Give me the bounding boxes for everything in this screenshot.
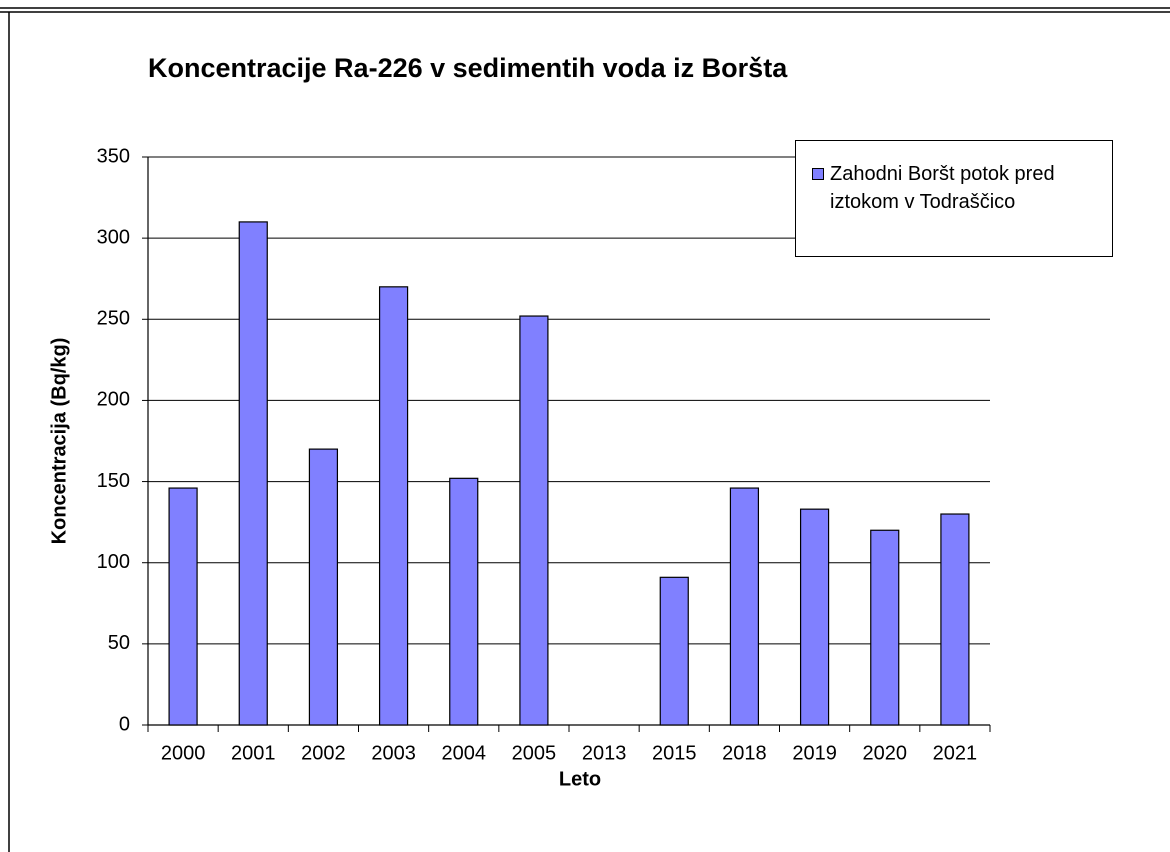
x-axis-label: Leto [559, 768, 601, 790]
x-tick-label: 2004 [442, 742, 487, 764]
x-tick-label: 2019 [792, 742, 837, 764]
y-axis-label: Koncentracija (Bq/kg) [48, 338, 70, 545]
x-tick-label: 2003 [371, 742, 416, 764]
bar [870, 529, 900, 726]
bar [940, 513, 970, 726]
y-tick-label: 250 [97, 308, 130, 330]
x-tick-label: 2013 [582, 742, 627, 764]
x-tick-label: 2001 [231, 742, 276, 764]
legend: Zahodni Boršt potok pred iztokom v Todra… [795, 140, 1113, 257]
bar [449, 477, 479, 726]
bar [168, 487, 198, 726]
legend-swatch [812, 168, 824, 180]
bar [519, 315, 549, 726]
legend-label: Zahodni Boršt potok pred iztokom v Todra… [830, 163, 1055, 213]
y-tick-label: 350 [97, 145, 130, 167]
bar [799, 508, 830, 726]
x-tick-label: 2015 [652, 742, 697, 764]
bar [308, 448, 339, 726]
y-tick-label: 200 [97, 389, 130, 411]
bar [659, 576, 689, 726]
y-tick-label: 50 [108, 632, 130, 654]
y-tick-label: 100 [97, 551, 130, 573]
y-tick-label: 300 [97, 226, 130, 248]
bar [378, 286, 409, 726]
y-tick-label: 150 [97, 470, 130, 492]
x-tick-label: 2005 [512, 742, 557, 764]
y-tick-label: 0 [119, 713, 130, 735]
x-tick-label: 2000 [161, 742, 206, 764]
x-tick-label: 2021 [933, 742, 978, 764]
x-tick-label: 2018 [722, 742, 767, 764]
chart-title: Koncentracije Ra-226 v sedimentih voda i… [148, 53, 788, 83]
bar [729, 487, 760, 726]
x-tick-label: 2020 [863, 742, 908, 764]
x-tick-label: 2002 [301, 742, 346, 764]
bar [238, 221, 268, 726]
